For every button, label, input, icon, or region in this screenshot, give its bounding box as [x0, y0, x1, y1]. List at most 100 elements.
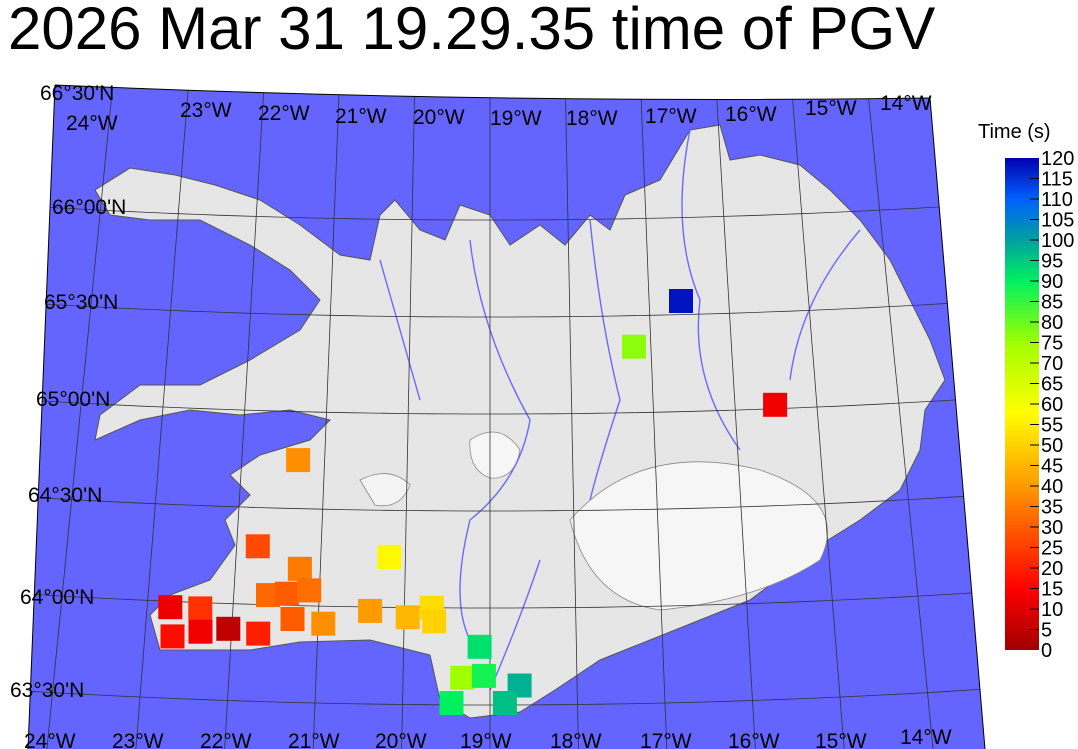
colorbar-tick-label: 15 [1041, 579, 1063, 601]
colorbar-tick-label: 115 [1041, 169, 1073, 191]
top-graticule-label: 20°W [413, 106, 465, 129]
meridian-line [638, 85, 668, 749]
colorbar-tick-label: 60 [1041, 394, 1063, 416]
top-graticule-label: 18°W [566, 107, 618, 130]
latitude-label: 64°00'N [20, 586, 94, 609]
colorbar-tick-label: 75 [1041, 333, 1063, 355]
latitude-label: 63°30'N [10, 679, 84, 702]
station-marker[interactable] [216, 616, 241, 641]
meridian-line [312, 85, 342, 749]
map-frame [27, 84, 986, 749]
glacier-vatnajokull [569, 461, 828, 611]
station-marker[interactable] [297, 578, 322, 603]
colorbar-tick-label: 50 [1041, 435, 1063, 457]
rivers [379, 129, 861, 691]
colorbar-tick-label: 85 [1041, 292, 1063, 314]
station-marker[interactable] [422, 609, 447, 634]
colorbar-tick-label: 95 [1041, 251, 1063, 273]
graticule-labels: 66°30'N 24°W 23°W 22°W 21°W 20°W 19°W 18°W 17°W 1… [10, 82, 952, 749]
station-marker[interactable] [395, 605, 420, 630]
station-marker[interactable] [622, 334, 646, 359]
station-marker[interactable] [245, 534, 270, 559]
meridian-line [862, 85, 934, 749]
colorbar-tick-label: 90 [1041, 271, 1063, 293]
station-marker[interactable] [287, 556, 312, 581]
longitude-label: 22°W [200, 730, 252, 749]
graticule [28, 85, 985, 749]
meridian-line [564, 85, 579, 749]
meridian-line [787, 85, 845, 749]
colorbar-tick-label: 20 [1041, 558, 1063, 580]
station-marker[interactable] [311, 611, 336, 636]
top-graticule-label: 16°W [725, 103, 777, 126]
colorbar-tick-label: 80 [1041, 312, 1063, 334]
meridian-line [713, 85, 757, 749]
meridian-line [46, 85, 118, 749]
colorbar-tick-label: 55 [1041, 415, 1063, 437]
glacier-langjokull [469, 431, 521, 479]
top-graticule-label: 66°30'N [40, 82, 114, 105]
colorbar-tick-label: 5 [1041, 620, 1052, 642]
station-marker[interactable] [763, 392, 788, 417]
longitude-label: 17°W [640, 730, 692, 749]
longitude-label: 18°W [550, 730, 602, 749]
station-marker[interactable] [274, 581, 299, 606]
longitude-label: 14°W [900, 726, 952, 749]
colorbar-tick-label: 0 [1041, 640, 1052, 662]
colorbar-tick-label: 65 [1041, 374, 1063, 396]
station-marker[interactable] [158, 595, 183, 620]
top-graticule-label: 17°W [645, 105, 697, 128]
glacier-hofsjokull [359, 473, 411, 507]
latitude-label: 64°30'N [28, 484, 102, 507]
station-marker[interactable] [160, 624, 185, 649]
top-graticule-label: 15°W [805, 97, 857, 120]
top-graticule-label: 19°W [490, 107, 542, 130]
station-marker[interactable] [286, 448, 311, 473]
colorbar-tick-label: 100 [1041, 230, 1074, 252]
map-title: 2026 Mar 31 19.29.35 time of PGV [8, 0, 936, 62]
colorbar-title: Time (s) [978, 121, 1051, 143]
station-marker[interactable] [377, 544, 402, 569]
top-graticule-label: 22°W [258, 102, 310, 125]
longitude-label: 16°W [728, 730, 780, 749]
top-graticule-label: 21°W [335, 105, 387, 128]
colorbar-tick-label: 10 [1041, 599, 1063, 621]
meridian-line [135, 85, 193, 749]
station-marker[interactable] [450, 665, 475, 690]
colorbar-tick-label: 35 [1041, 497, 1063, 519]
longitude-label: 15°W [815, 730, 867, 749]
longitude-label: 24°W [24, 730, 76, 749]
longitude-label: 21°W [288, 730, 340, 749]
latitude-label: 66°00'N [52, 196, 126, 219]
colorbar-tick-label: 30 [1041, 517, 1063, 539]
colorbar-tick-label: 110 [1041, 189, 1073, 211]
top-graticule-label: 14°W [880, 92, 932, 115]
longitude-label: 20°W [375, 730, 427, 749]
station-marker[interactable] [188, 619, 213, 644]
station-marker[interactable] [246, 621, 271, 646]
station-marker[interactable] [188, 596, 213, 621]
station-marker[interactable] [492, 691, 517, 715]
colorbar-tick-label: 25 [1041, 538, 1063, 560]
latitude-label: 65°30'N [44, 291, 118, 314]
colorbar-tick-label: 120 [1041, 148, 1074, 170]
station-marker[interactable] [467, 634, 492, 659]
colorbar-tick-label: 40 [1041, 476, 1063, 498]
longitude-label: 19°W [460, 730, 512, 749]
colorbar: Time (s) 1201151101051009590858075706560… [978, 121, 1074, 662]
station-marker[interactable] [439, 691, 464, 715]
station-marker[interactable] [280, 607, 305, 631]
longitude-label: 23°W [112, 730, 164, 749]
colorbar-tick-label: 45 [1041, 456, 1063, 478]
colorbar-tick-label: 105 [1041, 210, 1074, 232]
station-marker[interactable] [358, 598, 383, 623]
colorbar-tick-label: 70 [1041, 353, 1063, 375]
latitude-label: 65°00'N [36, 388, 110, 411]
meridian-line [401, 85, 416, 749]
station-marker[interactable] [471, 663, 496, 688]
top-graticule-label: 23°W [180, 99, 232, 122]
top-graticule-label: 24°W [66, 112, 118, 135]
stations [158, 289, 788, 715]
station-marker[interactable] [669, 289, 693, 313]
